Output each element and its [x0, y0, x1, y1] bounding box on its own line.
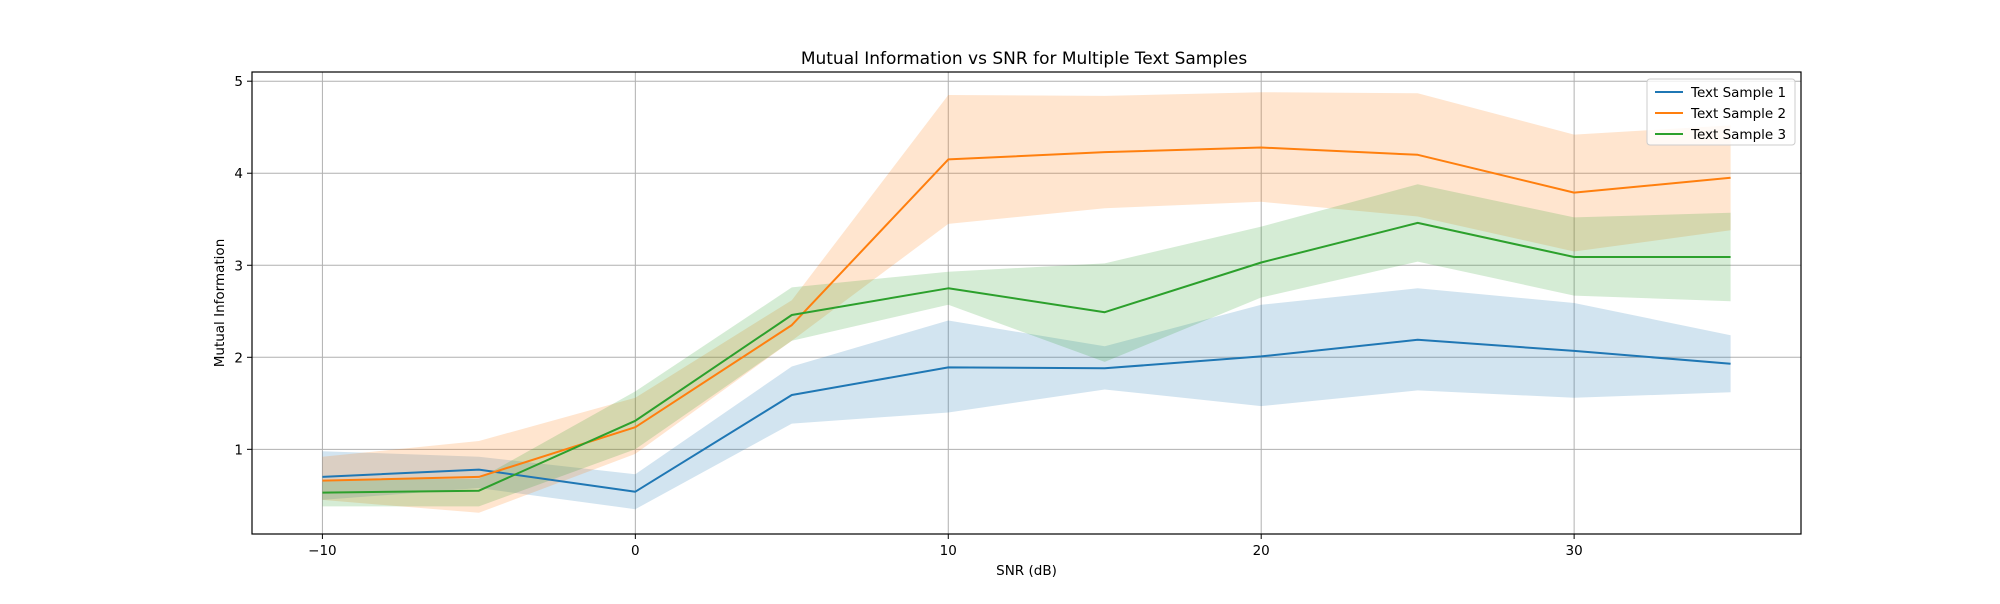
series-line-3 [322, 221, 1731, 494]
x-tick-label: 0 [631, 543, 640, 559]
confidence-band-series-3 [322, 184, 1731, 507]
x-axis-label: SNR (dB) [996, 563, 1057, 579]
y-tick-label: 5 [234, 74, 243, 90]
confidence-band-series-2 [322, 92, 1731, 513]
y-tick-label: 3 [234, 258, 243, 274]
legend-label: Text Sample 2 [1690, 106, 1786, 122]
chart-title: Mutual Information vs SNR for Multiple T… [801, 49, 1248, 69]
plot-area-frame [251, 71, 1802, 535]
series-lines [322, 146, 1731, 494]
y-tick-label: 1 [234, 442, 243, 458]
legend-box [1646, 78, 1796, 146]
y-axis-label: Mutual Information [212, 239, 228, 368]
series-line-1 [322, 338, 1731, 493]
grid-lines [252, 72, 1801, 534]
x-tick-label: 10 [940, 543, 957, 559]
legend-label: Text Sample 1 [1690, 85, 1786, 101]
y-tick-label: 2 [234, 350, 243, 366]
series-line-2 [322, 146, 1731, 482]
legend: Text Sample 1 Text Sample 2 Text Sample 3 [1646, 78, 1796, 146]
x-tick-label: 30 [1566, 543, 1583, 559]
legend-label: Text Sample 3 [1690, 127, 1786, 143]
x-tick-label: 20 [1253, 543, 1270, 559]
axis-ticks: −10 0 10 20 30 1 2 3 4 5 [234, 74, 1582, 559]
y-tick-label: 4 [234, 166, 243, 182]
x-tick-label: −10 [308, 543, 337, 559]
